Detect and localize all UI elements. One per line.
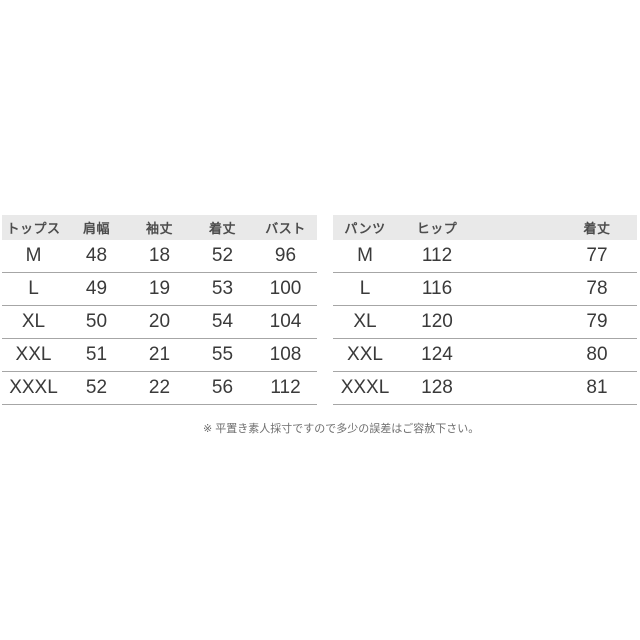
size-label-cell: L [333,272,397,306]
table-row: M 48 18 52 96 [2,240,317,273]
column-header-cell: 袖丈 [128,215,191,240]
size-label-cell: XL [2,305,65,339]
measurement-value-cell: 56 [191,371,254,405]
table-row: XXXL 128 81 [333,371,637,405]
measurement-value-cell: 21 [128,338,191,372]
measurement-value-cell: 55 [191,338,254,372]
header-row: パンツ ヒップ 着丈 [333,215,637,240]
measurement-value-cell: 104 [254,305,317,339]
tops-table-body: M 48 18 52 96 L 49 19 53 100 XL 50 20 54 104 XXL 51 21 55 1… [2,240,317,405]
measurement-value-cell: 124 [397,338,557,372]
measurement-value-cell: 48 [65,240,128,273]
measurement-value-cell: 20 [128,305,191,339]
measurement-value-cell: 49 [65,272,128,306]
size-label-cell: M [2,240,65,273]
column-header-cell: バスト [254,215,317,240]
column-header-cell: 着丈 [191,215,254,240]
table-row: XXXL 52 22 56 112 [2,371,317,405]
measurement-value-cell: 52 [191,240,254,273]
table-row: XL 50 20 54 104 [2,305,317,339]
measurement-value-cell: 53 [191,272,254,306]
measurement-value-cell: 79 [557,305,637,339]
pants-table-body: M 112 77 L 116 78 XL 120 79 XXL 124 80 XXXL 128 81 [333,240,637,405]
size-label-cell: XL [333,305,397,339]
measurement-value-cell: 112 [254,371,317,405]
measurement-value-cell: 80 [557,338,637,372]
pants-table-header: パンツ ヒップ 着丈 [333,215,637,240]
size-label-cell: L [2,272,65,306]
table-row: XXL 124 80 [333,338,637,372]
measurement-value-cell: 54 [191,305,254,339]
table-title-cell: パンツ [333,215,397,240]
measurement-value-cell: 19 [128,272,191,306]
measurement-note: ※ 平置き素人採寸ですので多少の誤差はご容赦下さい。 [203,423,480,435]
measurement-value-cell: 128 [397,371,557,405]
size-label-cell: M [333,240,397,273]
header-row: トップス 肩幅 袖丈 着丈 バスト [2,215,317,240]
measurement-value-cell: 96 [254,240,317,273]
table-row: L 49 19 53 100 [2,272,317,306]
measurement-value-cell: 100 [254,272,317,306]
measurement-value-cell: 116 [397,272,557,306]
table-row: XXL 51 21 55 108 [2,338,317,372]
measurement-value-cell: 77 [557,240,637,273]
measurement-value-cell: 81 [557,371,637,405]
column-header-cell: 肩幅 [65,215,128,240]
table-row: M 112 77 [333,240,637,273]
table-row: XL 120 79 [333,305,637,339]
size-label-cell: XXXL [333,371,397,405]
size-label-cell: XXXL [2,371,65,405]
tops-size-table: トップス 肩幅 袖丈 着丈 バスト M 48 18 52 96 L 49 19 53 100 XL 50 20 5… [2,215,317,405]
measurement-value-cell: 18 [128,240,191,273]
measurement-value-cell: 51 [65,338,128,372]
size-label-cell: XXL [2,338,65,372]
column-header-cell: ヒップ [397,215,557,240]
measurement-value-cell: 50 [65,305,128,339]
table-title-cell: トップス [2,215,65,240]
column-header-cell: 着丈 [557,215,637,240]
measurement-value-cell: 112 [397,240,557,273]
measurement-value-cell: 78 [557,272,637,306]
measurement-value-cell: 108 [254,338,317,372]
measurement-value-cell: 22 [128,371,191,405]
measurement-value-cell: 52 [65,371,128,405]
measurement-value-cell: 120 [397,305,557,339]
pants-size-table: パンツ ヒップ 着丈 M 112 77 L 116 78 XL 120 79 XXL 124 80 XXXL… [333,215,637,405]
table-row: L 116 78 [333,272,637,306]
size-label-cell: XXL [333,338,397,372]
tops-table-header: トップス 肩幅 袖丈 着丈 バスト [2,215,317,240]
